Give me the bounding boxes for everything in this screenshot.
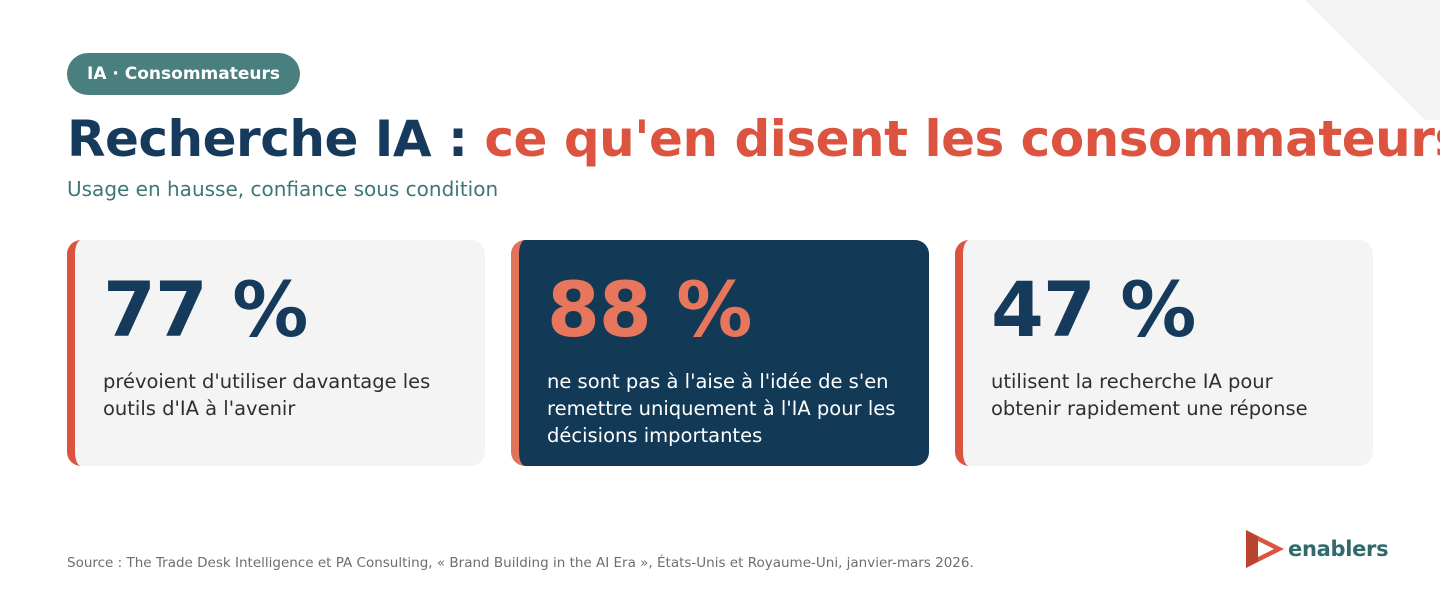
stat-card-2: 88 % ne sont pas à l'aise à l'idée de s'…: [511, 240, 929, 466]
stat-description: prévoient d'utiliser davantage les outil…: [103, 370, 431, 420]
page-title: Recherche IA : ce qu'en disent les conso…: [67, 108, 1440, 170]
title-part-2: ce qu'en disent les consommateurs: [484, 110, 1440, 168]
source-note: Source : The Trade Desk Intelligence et …: [67, 555, 974, 571]
stat-card-3: 47 % utilisent la recherche IA pour obte…: [955, 240, 1373, 466]
category-tag: IA · Consommateurs: [67, 53, 300, 95]
stat-value: 88 %: [547, 265, 752, 354]
stat-description: ne sont pas à l'aise à l'idée de s'en re…: [547, 370, 896, 447]
stats-cards: 77 % prévoient d'utiliser davantage les …: [67, 240, 1373, 466]
stat-value: 47 %: [991, 265, 1196, 354]
stat-value: 77 %: [103, 265, 308, 354]
play-triangle-icon: [1246, 530, 1284, 568]
enablers-logo: enablers: [1244, 526, 1389, 572]
logo-wordmark: enablers: [1288, 537, 1389, 561]
stat-card-1: 77 % prévoient d'utiliser davantage les …: [67, 240, 485, 466]
title-part-1: Recherche IA :: [67, 110, 485, 168]
page-subtitle: Usage en hausse, confiance sous conditio…: [67, 177, 499, 201]
corner-decoration: [1290, 0, 1440, 120]
stat-description: utilisent la recherche IA pour obtenir r…: [991, 370, 1308, 420]
